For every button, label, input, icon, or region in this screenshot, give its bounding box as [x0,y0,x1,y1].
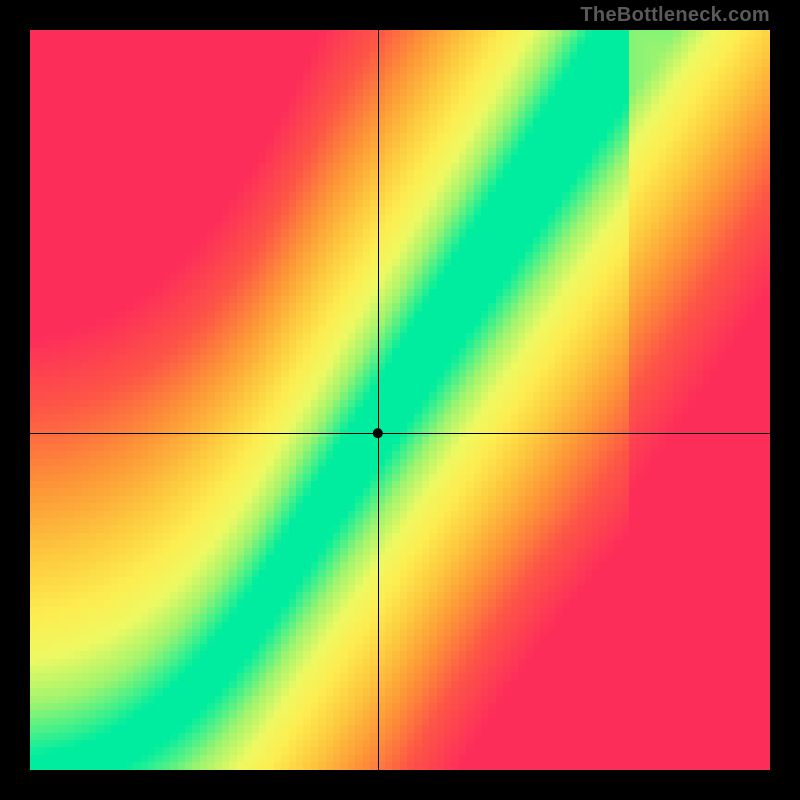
watermark-text: TheBottleneck.com [580,4,770,27]
bottleneck-heatmap [30,30,770,770]
chart-container: TheBottleneck.com [0,0,800,800]
